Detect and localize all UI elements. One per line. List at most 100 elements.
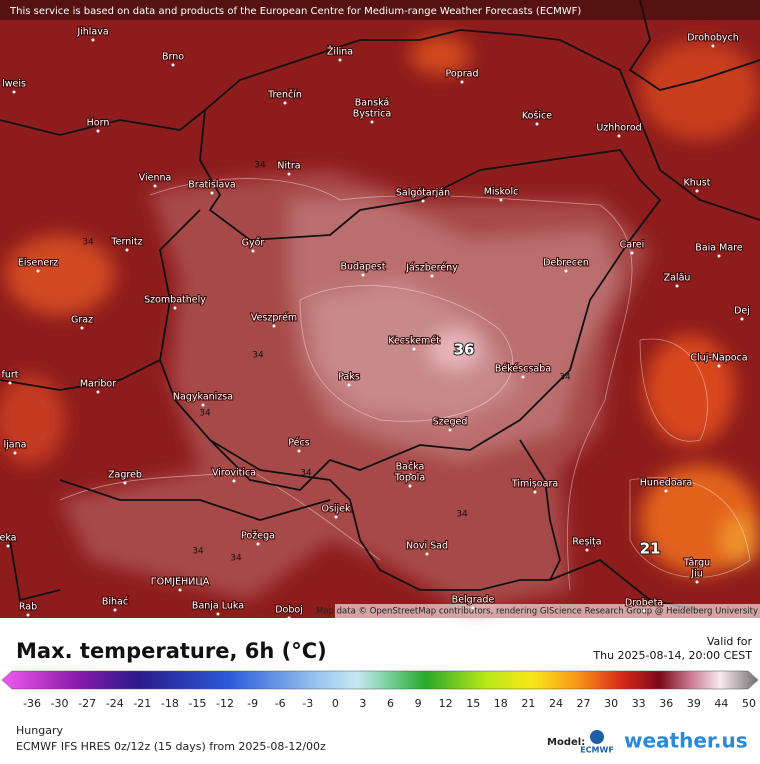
city-dot: [297, 449, 301, 453]
colorbar-tick-label: -30: [51, 697, 69, 710]
city-label: Salgótarján: [396, 188, 450, 199]
city-label: Veszprém: [251, 313, 297, 324]
attribution: Map data © OpenStreetMap contributors, r…: [316, 607, 758, 617]
colorbar-tick-label: -15: [188, 697, 206, 710]
colorbar-tick-label: 3: [359, 697, 366, 710]
colorbar-tick-label: 30: [604, 697, 618, 710]
city-dot: [91, 38, 95, 42]
city-label: Zalău: [664, 273, 691, 284]
colorbar-tick-label: 15: [466, 697, 480, 710]
city-label: Dej: [734, 306, 750, 317]
city-dot: [123, 481, 127, 485]
city-label: Banská: [355, 98, 389, 109]
ecmwf-logo: [590, 730, 604, 744]
city-dot: [232, 479, 236, 483]
colorbar-tick-label: -21: [133, 697, 151, 710]
colorbar-tick-label: 50: [742, 697, 756, 710]
city-label: Poprad: [446, 69, 479, 80]
city-dot: [460, 80, 464, 84]
colorbar-tick-label: -36: [23, 697, 41, 710]
city-dot: [564, 269, 568, 273]
city-dot: [251, 249, 255, 253]
city-dot: [535, 122, 539, 126]
city-dot: [80, 326, 84, 330]
city-label: Budapest: [341, 262, 386, 273]
colorbar-tick-label: 36: [659, 697, 673, 710]
colorbar-tick-label: 0: [332, 697, 339, 710]
city-dot: [8, 381, 12, 385]
city-label: Cluj-Napoca: [690, 353, 747, 364]
colorbar-tick-label: -24: [106, 697, 124, 710]
city-dot: [499, 198, 503, 202]
city-label: Rab: [19, 602, 37, 613]
city-label: Miskolc: [484, 187, 519, 198]
city-dot: [408, 484, 412, 488]
city-dot: [171, 63, 175, 67]
city-label: Szombathely: [144, 295, 206, 306]
city-dot: [740, 317, 744, 321]
city-dot: [125, 248, 129, 252]
city-label: Baia Mare: [695, 243, 743, 254]
city-label: Jiu: [690, 569, 702, 580]
city-dot: [361, 273, 365, 277]
city-label: Ternitz: [110, 237, 142, 248]
city-dot: [717, 254, 721, 258]
city-label: Jihlava: [76, 27, 108, 38]
city-dot: [630, 251, 634, 255]
city-dot: [717, 364, 721, 368]
city-label: Maribor: [80, 379, 116, 390]
city-dot: [695, 189, 699, 193]
city-dot: [664, 489, 668, 493]
city-label: Drobeta: [625, 598, 663, 609]
city-label: Hunedoara: [640, 478, 692, 489]
city-label: Eisenerz: [18, 258, 58, 269]
city-dot: [287, 616, 291, 620]
colorbar-tick-label: 44: [714, 697, 728, 710]
colorbar-tick-label: 21: [521, 697, 535, 710]
colorbar-tick-label: 6: [387, 697, 394, 710]
colorbar-tick-label: 18: [494, 697, 508, 710]
city-dot: [334, 515, 338, 519]
city-label: Kecskemét: [388, 336, 440, 347]
city-dot: [430, 274, 434, 278]
city-label: Doboj: [275, 605, 303, 616]
city-dot: [521, 375, 525, 379]
city-dot: [210, 191, 214, 195]
colorbar-tick-label: 27: [577, 697, 591, 710]
city-dot: [36, 269, 40, 273]
colorbar-tick-label: 24: [549, 697, 563, 710]
city-dot: [96, 129, 100, 133]
model: ECMWF IFS HRES 0z/12z (15 days) from 202…: [16, 740, 326, 753]
city-label: Požega: [241, 531, 275, 542]
city-label: Győr: [242, 238, 265, 249]
colorbar-tick-label: -12: [216, 697, 234, 710]
city-dot: [370, 109, 374, 113]
colorbar-tick-label: -27: [78, 697, 96, 710]
legend-title: Max. temperature, 6h (°C): [16, 639, 327, 663]
city-dot: [695, 569, 699, 573]
city-dot: [287, 172, 291, 176]
city-dot: [178, 588, 182, 592]
colorbar-tick-label: 39: [687, 697, 701, 710]
city-dot: [675, 284, 679, 288]
city-dot: [6, 544, 10, 548]
city-label: Žilina: [327, 46, 353, 58]
city-label: Virovitica: [212, 468, 256, 479]
contour-label: 34: [192, 547, 204, 557]
city-label: Târgu: [683, 558, 710, 569]
city-dot: [338, 58, 342, 62]
city-dot: [408, 473, 412, 477]
city-dot: [448, 428, 452, 432]
city-label: Nagykanizsa: [173, 392, 233, 403]
contour-label: 34: [230, 554, 242, 564]
city-label: Carei: [620, 240, 645, 251]
valid-label: Valid for: [707, 635, 753, 648]
city-label: Khust: [684, 178, 711, 189]
city-dot: [216, 612, 220, 616]
city-dot: [471, 606, 475, 610]
city-dot: [113, 608, 117, 612]
city-label: Belgrade: [452, 595, 495, 606]
colorbar-tick-label: -6: [275, 697, 286, 710]
city-label: Paks: [338, 372, 360, 383]
colorbar-tick-label: 33: [632, 697, 646, 710]
